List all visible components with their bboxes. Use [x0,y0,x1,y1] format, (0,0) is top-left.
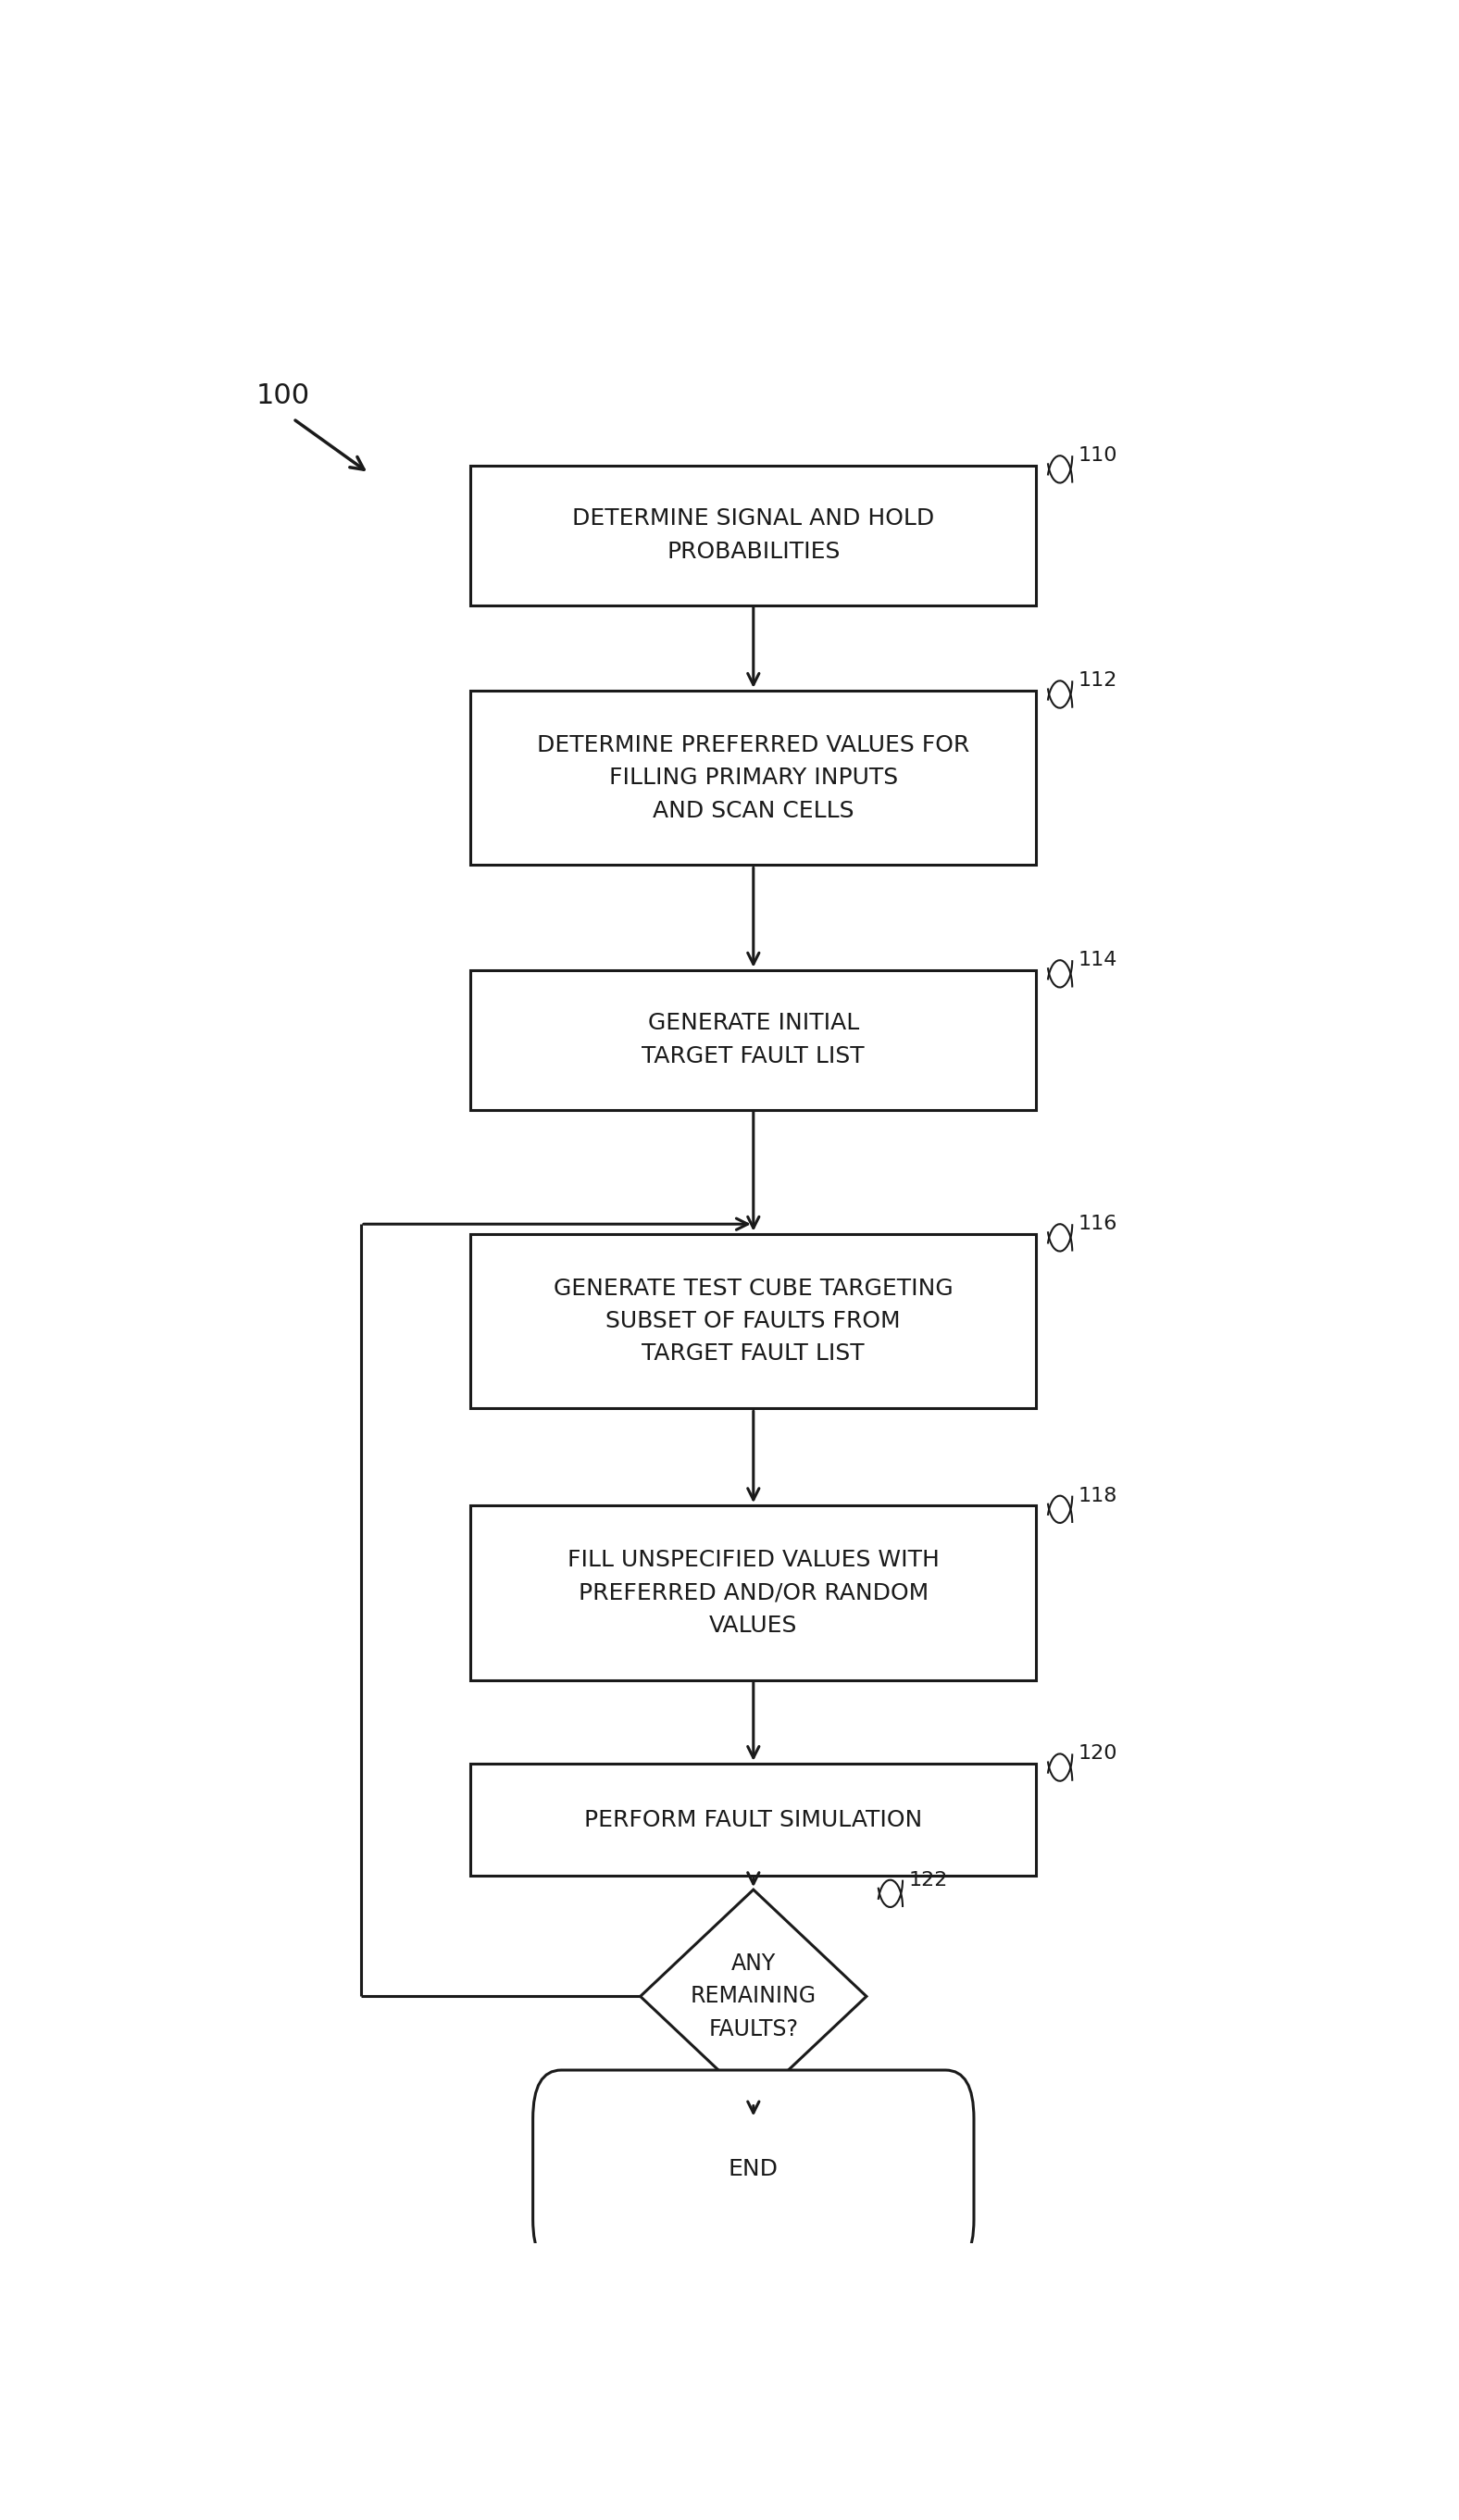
Text: END: END [728,2157,779,2180]
Bar [471,690,1036,864]
Text: GENERATE INITIAL
TARGET FAULT LIST: GENERATE INITIAL TARGET FAULT LIST [642,1013,865,1068]
Polygon shape [641,1890,867,2104]
Text: 110: 110 [1078,446,1118,466]
Text: 114: 114 [1078,950,1118,970]
Bar [471,970,1036,1109]
Text: FILL UNSPECIFIED VALUES WITH
PREFERRED AND/OR RANDOM
VALUES: FILL UNSPECIFIED VALUES WITH PREFERRED A… [568,1550,940,1635]
Bar [471,466,1036,605]
Bar [471,1235,1036,1409]
Text: PERFORM FAULT SIMULATION: PERFORM FAULT SIMULATION [584,1809,922,1832]
Text: 116: 116 [1078,1215,1118,1232]
Text: ANY
REMAINING
FAULTS?: ANY REMAINING FAULTS? [690,1953,817,2041]
FancyBboxPatch shape [533,2069,975,2268]
Text: 118: 118 [1078,1487,1118,1504]
Text: 120: 120 [1078,1744,1118,1764]
Text: GENERATE TEST CUBE TARGETING
SUBSET OF FAULTS FROM
TARGET FAULT LIST: GENERATE TEST CUBE TARGETING SUBSET OF F… [553,1278,953,1366]
Text: DETERMINE SIGNAL AND HOLD
PROBABILITIES: DETERMINE SIGNAL AND HOLD PROBABILITIES [572,507,935,562]
Bar [471,1504,1036,1681]
Text: DETERMINE PREFERRED VALUES FOR
FILLING PRIMARY INPUTS
AND SCAN CELLS: DETERMINE PREFERRED VALUES FOR FILLING P… [537,733,970,822]
Text: 112: 112 [1078,670,1118,690]
Text: 122: 122 [909,1870,947,1890]
Bar [471,1764,1036,1875]
Text: 100: 100 [255,383,309,408]
